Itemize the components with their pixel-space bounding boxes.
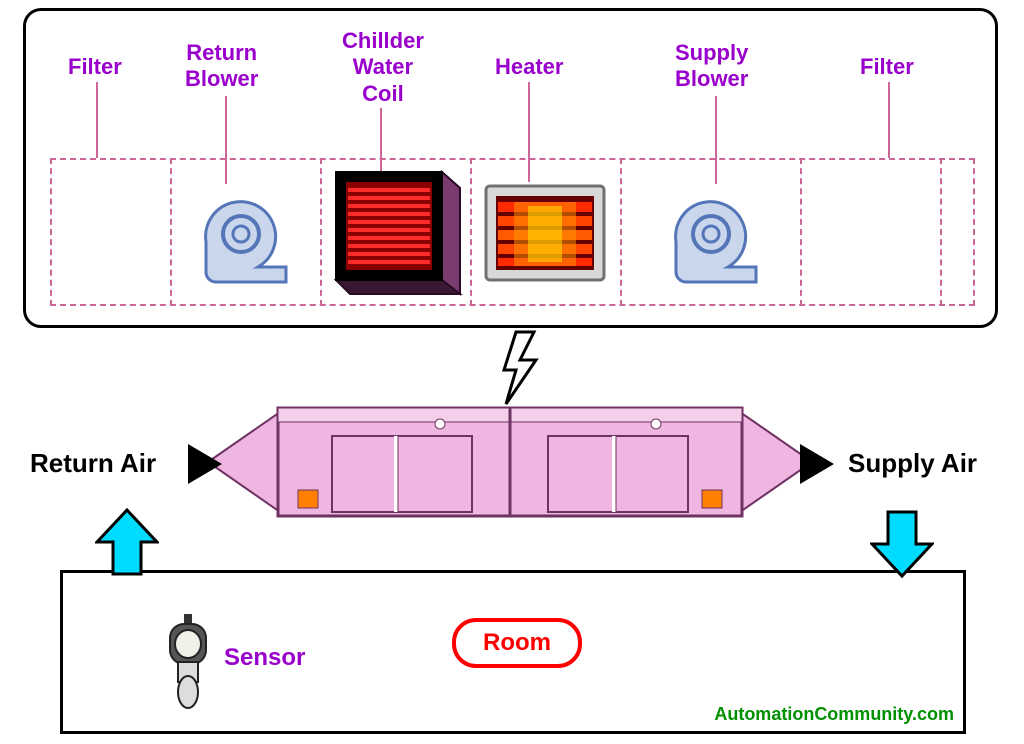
- label-chiller-water-coil: Chillder Water Coil: [342, 28, 424, 107]
- section-divider: [170, 158, 172, 306]
- flow-arrow-right-icon: [798, 442, 838, 486]
- room-label-text: Room: [483, 629, 551, 657]
- label-return-blower: Return Blower: [185, 40, 258, 93]
- room-label-pill: Room: [452, 618, 582, 668]
- label-filter-right: Filter: [860, 54, 914, 80]
- section-divider: [940, 158, 942, 306]
- return-air-label: Return Air: [30, 448, 156, 479]
- ahu-unit-icon: [200, 394, 820, 534]
- supply-blower-icon: [656, 182, 766, 292]
- supply-arrow-down-icon: [870, 508, 934, 580]
- label-filter-left: Filter: [68, 54, 122, 80]
- return-blower-icon: [186, 182, 296, 292]
- flow-arrow-right-icon: [186, 442, 226, 486]
- section-divider: [320, 158, 322, 306]
- sensor-icon: [160, 612, 216, 712]
- leader-line: [96, 82, 98, 158]
- section-divider: [800, 158, 802, 306]
- label-heater: Heater: [495, 54, 563, 80]
- label-supply-blower: Supply Blower: [675, 40, 748, 93]
- section-divider: [620, 158, 622, 306]
- heater-icon: [484, 184, 606, 284]
- chiller-coil-icon: [330, 168, 464, 302]
- supply-air-label: Supply Air: [848, 448, 977, 479]
- leader-line: [888, 82, 890, 158]
- attribution-text: AutomationCommunity.com: [714, 704, 954, 725]
- section-divider: [470, 158, 472, 306]
- return-arrow-up-icon: [95, 508, 159, 580]
- sensor-label: Sensor: [224, 644, 305, 673]
